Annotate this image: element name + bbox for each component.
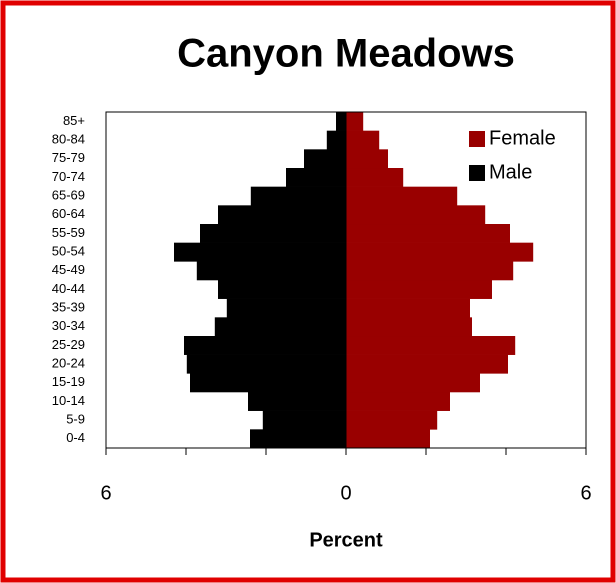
y-tick-label: 20-24 (52, 355, 85, 370)
bar (200, 224, 346, 243)
x-axis-label: Percent (309, 529, 383, 551)
x-tick-label: 6 (100, 482, 111, 504)
bar (346, 186, 458, 206)
y-tick-label: 75-79 (52, 150, 85, 165)
legend-label: Female (489, 127, 556, 149)
bar (346, 410, 438, 430)
bar (346, 298, 470, 318)
bar (184, 336, 346, 355)
bar (346, 429, 430, 449)
bar (346, 317, 472, 337)
bar (346, 168, 404, 187)
bar (286, 168, 346, 187)
bar (186, 354, 346, 374)
y-tick-label: 40-44 (52, 281, 85, 296)
bar (190, 373, 346, 393)
y-tick-label: 60-64 (52, 206, 85, 221)
x-tick-label: 6 (580, 482, 591, 504)
bar (304, 149, 346, 169)
legend-swatch (469, 165, 485, 181)
y-tick-label: 5-9 (66, 411, 85, 426)
bar (346, 392, 450, 411)
y-tick-label: 30-34 (52, 318, 85, 333)
bar (346, 149, 388, 169)
y-tick-label: 35-39 (52, 299, 85, 314)
bar (346, 242, 534, 262)
y-tick-label: 70-74 (52, 169, 85, 184)
bar (326, 130, 346, 150)
bar (346, 280, 492, 299)
y-tick-label: 85+ (63, 113, 85, 128)
bar (248, 392, 346, 411)
legend-label: Male (489, 161, 532, 183)
bar (250, 429, 346, 449)
bar (346, 336, 516, 355)
y-tick-label: 0-4 (66, 430, 85, 445)
bar (174, 242, 346, 262)
y-tick-label: 15-19 (52, 374, 85, 389)
bar (226, 298, 346, 318)
bar (346, 130, 380, 150)
y-tick-label: 55-59 (52, 225, 85, 240)
y-tick-label: 45-49 (52, 262, 85, 277)
bar (336, 112, 346, 131)
bar (346, 112, 364, 131)
y-tick-label: 25-29 (52, 337, 85, 352)
y-tick-label: 50-54 (52, 243, 85, 258)
bar (346, 261, 514, 281)
bar (218, 205, 346, 225)
legend-swatch (469, 131, 485, 147)
bar (346, 354, 508, 374)
chart-title: Canyon Meadows (177, 32, 515, 76)
x-tick-label: 0 (340, 482, 351, 504)
bar (250, 186, 346, 206)
bar (346, 373, 480, 393)
y-tick-label: 80-84 (52, 131, 85, 146)
y-tick-label: 10-14 (52, 393, 85, 408)
y-tick-label: 65-69 (52, 187, 85, 202)
bar (214, 317, 346, 337)
bar (196, 261, 346, 281)
bar (346, 224, 510, 243)
bar (262, 410, 346, 430)
bar (218, 280, 346, 299)
bar (346, 205, 486, 225)
